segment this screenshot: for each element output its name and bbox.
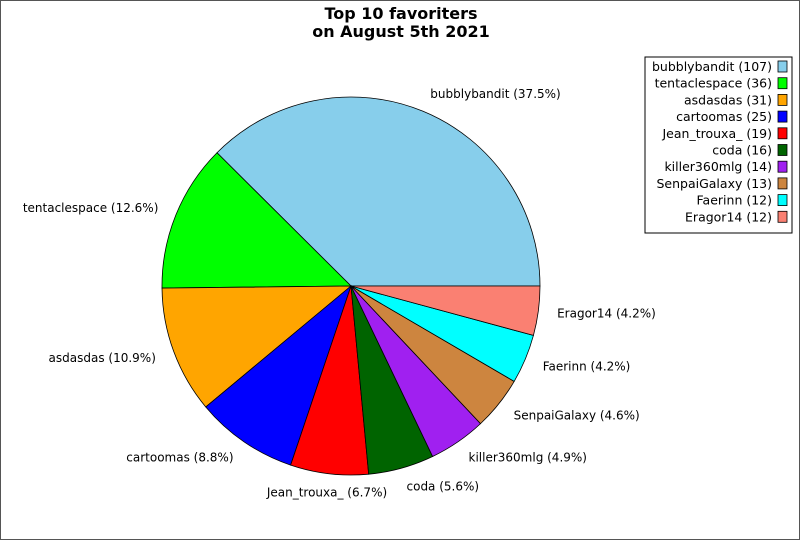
legend-label-bubblybandit: bubblybandit (107) bbox=[652, 59, 772, 74]
chart-title-line-2: on August 5th 2021 bbox=[312, 22, 490, 41]
slice-label-coda: coda (5.6%) bbox=[407, 479, 480, 493]
legend-label-asdasdas: asdasdas (31) bbox=[684, 92, 772, 107]
slice-label-killer360mlg: killer360mlg (4.9%) bbox=[469, 451, 587, 465]
slice-label-senpaigalaxy: SenpaiGalaxy (4.6%) bbox=[514, 409, 640, 423]
legend-label-killer360mlg: killer360mlg (14) bbox=[664, 159, 772, 174]
slice-label-eragor14: Eragor14 (4.2%) bbox=[557, 306, 656, 320]
chart-title-line-1: Top 10 favoriters bbox=[324, 4, 477, 23]
legend-label-coda: coda (16) bbox=[712, 143, 772, 158]
legend-swatch-eragor14 bbox=[777, 210, 788, 223]
pie-slice-bubblybandit bbox=[216, 96, 541, 287]
legend-swatch-jean-trouxa- bbox=[777, 127, 788, 140]
legend-swatch-coda bbox=[777, 144, 788, 156]
pie-slice-tentaclespace bbox=[161, 152, 352, 289]
legend: bubblybandit (107) tentaclespace (36)asda… bbox=[644, 56, 793, 234]
pie-slice-cartoomas bbox=[205, 284, 352, 466]
pie-slices bbox=[161, 96, 541, 476]
pie-slice-labels: bubblybandit (37.5%) tentaclespace (12.6%… bbox=[23, 87, 656, 500]
slice-label-asdasdas: asdasdas (10.9%) bbox=[49, 351, 156, 365]
legend-swatch-faerinn bbox=[777, 194, 788, 207]
pie-slice-asdasdas bbox=[161, 285, 353, 408]
legend-label-eragor14: Eragor14 (12) bbox=[685, 209, 772, 224]
legend-label-tentaclespace: tentaclespace (36) bbox=[655, 76, 772, 91]
pie-slice-eragor14 bbox=[350, 285, 541, 336]
slice-label-jean-trouxa-: Jean_trouxa_ (6.7%) bbox=[266, 486, 387, 500]
legend-label-senpaigalaxy: SenpaiGalaxy (13) bbox=[656, 176, 772, 191]
legend-swatch-asdasdas bbox=[777, 94, 788, 106]
legend-label-faerinn: Faerinn (12) bbox=[697, 193, 772, 208]
legend-swatch-tentaclespace bbox=[777, 77, 788, 90]
legend-box bbox=[644, 56, 793, 234]
slice-label-tentaclespace: tentaclespace (12.6%) bbox=[23, 201, 159, 215]
legend-swatch-senpaigalaxy bbox=[777, 177, 788, 190]
slice-label-cartoomas: cartoomas (8.8%) bbox=[126, 451, 233, 465]
legend-label-jean-trouxa-: Jean_trouxa_ (19) bbox=[662, 126, 773, 141]
slice-label-faerinn: Faerinn (4.2%) bbox=[543, 359, 631, 373]
legend-swatch-cartoomas bbox=[777, 110, 788, 123]
legend-swatch-killer360mlg bbox=[777, 160, 788, 173]
slice-label-bubblybandit: bubblybandit (37.5%) bbox=[430, 87, 560, 101]
legend-label-cartoomas: cartoomas (25) bbox=[676, 109, 772, 124]
legend-swatch-bubblybandit bbox=[777, 60, 788, 73]
